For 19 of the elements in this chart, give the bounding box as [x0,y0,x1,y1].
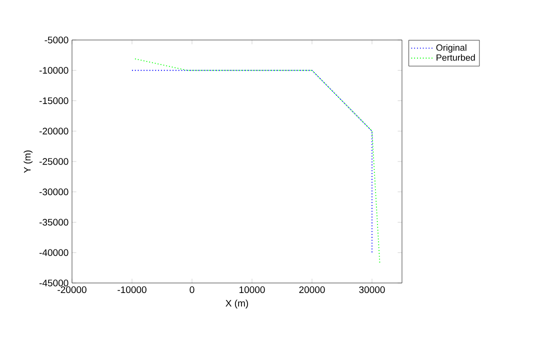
legend-label: Original [436,44,466,53]
x-tick-label: 30000 [359,286,385,294]
y-tick-label: -10000 [39,67,68,74]
y-tick-label: -45000 [39,280,68,286]
y-tick-label: -40000 [39,249,68,256]
x-tick-label: -20000 [58,286,86,294]
y-tick-label: -25000 [39,158,68,165]
y-tick-label: -5000 [44,36,68,44]
y-tick-label: -20000 [39,128,68,134]
y-tick-label: -35000 [39,218,68,226]
x-axis-title: X (m) [226,300,248,308]
legend-label: Perturbed [436,54,475,61]
y-tick-label: -15000 [39,97,68,104]
x-tick-label: 10000 [240,286,265,294]
x-tick-label: -10000 [118,286,146,294]
x-tick-label: 20000 [299,286,325,294]
y-tick-label: -30000 [39,188,68,196]
y-axis-title: Y (m) [24,150,33,173]
x-tick-label: 0 [190,286,194,294]
